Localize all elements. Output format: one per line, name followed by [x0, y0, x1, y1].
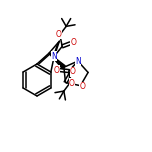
Text: O: O [79, 82, 85, 91]
Text: O: O [55, 30, 61, 39]
Polygon shape [49, 53, 65, 69]
Text: O: O [69, 79, 75, 88]
Text: N: N [75, 57, 81, 66]
Text: O: O [70, 67, 76, 76]
Text: N: N [51, 52, 57, 61]
Text: O: O [70, 38, 76, 47]
Text: O: O [54, 66, 60, 75]
